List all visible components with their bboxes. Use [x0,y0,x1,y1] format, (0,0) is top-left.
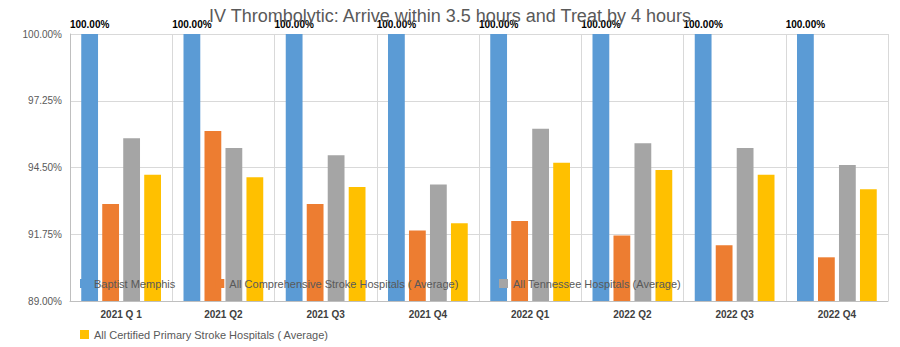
svg-text:2021 Q 1: 2021 Q 1 [101,309,143,320]
svg-text:100.00%: 100.00% [786,19,826,30]
svg-text:All Comprehensive Stroke Hospi: All Comprehensive Stroke Hospitals ( Ave… [229,278,458,290]
svg-text:2021 Q3: 2021 Q3 [306,309,345,320]
svg-text:2022 Q4: 2022 Q4 [818,309,857,320]
svg-text:All Certified Primary Stroke H: All Certified Primary Stroke Hospitals (… [94,329,328,341]
svg-text:100.00%: 100.00% [23,29,63,40]
svg-text:89.00%: 89.00% [28,296,62,307]
svg-text:All Tennessee Hospitals (Avera: All Tennessee Hospitals (Average) [513,278,681,290]
svg-text:91.75%: 91.75% [28,229,62,240]
svg-text:94.50%: 94.50% [28,162,62,173]
svg-text:2022 Q3: 2022 Q3 [715,309,754,320]
svg-text:100.00%: 100.00% [172,19,212,30]
svg-text:100.00%: 100.00% [683,18,723,30]
svg-text:2022 Q2: 2022 Q2 [613,309,652,320]
svg-text:IV Thrombolytic: Arrive within: IV Thrombolytic: Arrive within 3.5 hours… [209,6,691,26]
svg-text:97.25%: 97.25% [28,95,62,106]
svg-text:100.00%: 100.00% [70,19,110,30]
svg-text:Baptist Memphis: Baptist Memphis [94,278,176,290]
svg-text:2022 Q1: 2022 Q1 [511,309,550,320]
svg-text:2021 Q2: 2021 Q2 [204,309,243,320]
svg-text:2021 Q4: 2021 Q4 [409,309,448,320]
